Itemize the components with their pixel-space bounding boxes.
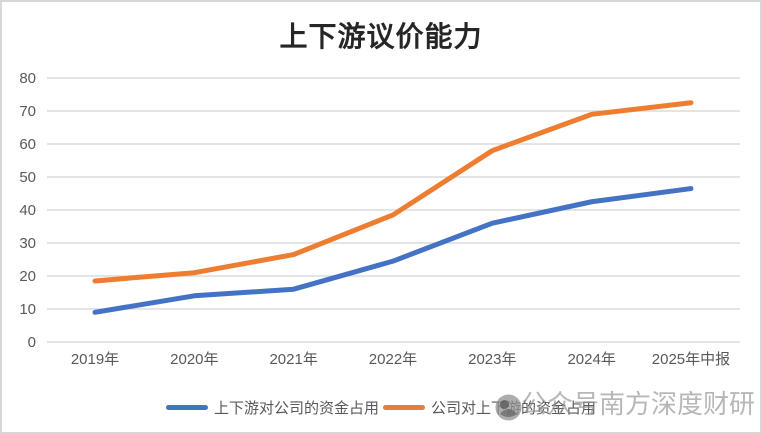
y-axis-tick-label: 10 <box>19 301 36 318</box>
legend-label: 公司对上下游的资金占用 <box>431 399 597 417</box>
chart-legend: 上下游对公司的资金占用 公司对上下游的资金占用 <box>2 394 760 420</box>
x-axis-tick-label: 2024年 <box>567 351 615 368</box>
y-axis-tick-label: 30 <box>19 235 36 252</box>
y-axis-tick-label: 20 <box>19 268 36 285</box>
series-line <box>92 100 694 284</box>
y-axis-tick-label: 40 <box>19 202 36 219</box>
y-axis-tick-label: 0 <box>28 334 36 351</box>
y-axis-tick-label: 80 <box>19 70 36 87</box>
x-axis-tick-label: 2023年 <box>468 351 516 368</box>
legend-label: 上下游对公司的资金占用 <box>213 399 379 417</box>
legend-line-swatch <box>383 404 425 410</box>
chart-title: 上下游议价能力 <box>279 22 483 53</box>
legend-line-swatch <box>165 404 208 410</box>
x-axis-tick-label: 2021年 <box>269 351 317 368</box>
series-line <box>92 186 694 315</box>
legend-item: 上下游对公司的资金占用 <box>165 397 379 418</box>
x-axis-tick-label: 2025年中报 <box>652 351 730 368</box>
x-axis-tick-label: 2022年 <box>369 351 417 368</box>
y-axis-tick-label: 60 <box>19 136 36 153</box>
legend-item: 公司对上下游的资金占用 <box>383 397 596 418</box>
x-axis-tick-label: 2019年 <box>71 351 119 368</box>
x-axis-tick-label: 2020年 <box>170 351 218 368</box>
y-axis-tick-label: 70 <box>19 103 36 120</box>
y-axis-tick-label: 50 <box>19 169 36 186</box>
